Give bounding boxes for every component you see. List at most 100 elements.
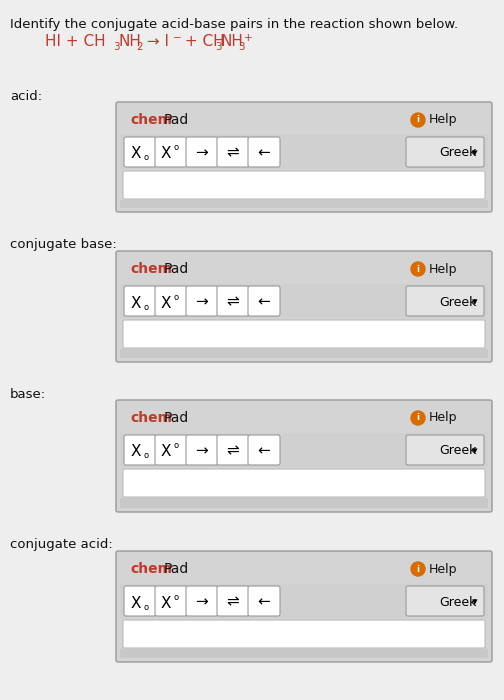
- FancyBboxPatch shape: [124, 286, 156, 316]
- FancyBboxPatch shape: [120, 105, 488, 135]
- Text: Help: Help: [429, 563, 458, 575]
- Text: conjugate base:: conjugate base:: [10, 238, 117, 251]
- FancyBboxPatch shape: [406, 586, 484, 616]
- Text: ▾: ▾: [472, 297, 478, 307]
- Text: o: o: [173, 144, 178, 153]
- Text: X: X: [161, 444, 171, 459]
- FancyBboxPatch shape: [155, 137, 187, 167]
- Circle shape: [411, 262, 425, 276]
- Text: o: o: [143, 302, 148, 312]
- FancyBboxPatch shape: [155, 286, 187, 316]
- FancyBboxPatch shape: [123, 171, 485, 199]
- FancyBboxPatch shape: [120, 254, 488, 284]
- Text: +: +: [244, 33, 253, 43]
- Text: 3: 3: [238, 42, 244, 52]
- Text: ←: ←: [258, 594, 270, 610]
- Text: X: X: [161, 596, 171, 610]
- FancyBboxPatch shape: [120, 135, 488, 169]
- Text: i: i: [416, 116, 419, 125]
- Text: 3: 3: [215, 42, 222, 52]
- FancyBboxPatch shape: [186, 286, 218, 316]
- Text: chem: chem: [130, 262, 172, 276]
- Text: 3: 3: [113, 42, 119, 52]
- Text: Greek: Greek: [439, 146, 476, 160]
- FancyBboxPatch shape: [120, 284, 488, 318]
- Text: conjugate acid:: conjugate acid:: [10, 538, 113, 551]
- Text: Greek: Greek: [439, 596, 476, 608]
- Text: Pad: Pad: [164, 113, 189, 127]
- Text: Help: Help: [429, 113, 458, 127]
- Text: ⇌: ⇌: [227, 146, 239, 160]
- FancyBboxPatch shape: [116, 400, 492, 512]
- Text: NH: NH: [221, 34, 244, 49]
- FancyBboxPatch shape: [155, 435, 187, 465]
- Text: X: X: [131, 146, 142, 162]
- Text: →: →: [196, 594, 208, 610]
- FancyBboxPatch shape: [248, 586, 280, 616]
- Text: ←: ←: [258, 146, 270, 160]
- Text: o: o: [143, 452, 148, 461]
- FancyBboxPatch shape: [116, 102, 492, 212]
- Text: −: −: [173, 33, 182, 43]
- Text: base:: base:: [10, 388, 46, 401]
- Text: chem: chem: [130, 411, 172, 425]
- Text: o: o: [173, 293, 178, 302]
- FancyBboxPatch shape: [120, 498, 488, 508]
- Text: Pad: Pad: [164, 562, 189, 576]
- Text: X: X: [161, 295, 171, 311]
- Circle shape: [411, 562, 425, 576]
- Text: →: →: [196, 146, 208, 160]
- Text: acid:: acid:: [10, 90, 42, 103]
- Text: i: i: [416, 564, 419, 573]
- FancyBboxPatch shape: [155, 586, 187, 616]
- FancyBboxPatch shape: [186, 586, 218, 616]
- Text: X: X: [131, 444, 142, 459]
- FancyBboxPatch shape: [186, 435, 218, 465]
- FancyBboxPatch shape: [123, 620, 485, 648]
- FancyBboxPatch shape: [217, 137, 249, 167]
- FancyBboxPatch shape: [116, 251, 492, 362]
- Text: Help: Help: [429, 412, 458, 424]
- Text: ▾: ▾: [472, 597, 478, 607]
- FancyBboxPatch shape: [217, 435, 249, 465]
- Text: →: →: [196, 295, 208, 309]
- Text: → I: → I: [142, 34, 169, 49]
- FancyBboxPatch shape: [217, 586, 249, 616]
- FancyBboxPatch shape: [120, 649, 488, 658]
- Text: o: o: [143, 153, 148, 162]
- Text: Greek: Greek: [439, 444, 476, 458]
- FancyBboxPatch shape: [406, 137, 484, 167]
- Text: i: i: [416, 265, 419, 274]
- Text: 2: 2: [136, 42, 143, 52]
- FancyBboxPatch shape: [248, 286, 280, 316]
- Text: ⇌: ⇌: [227, 295, 239, 309]
- FancyBboxPatch shape: [406, 435, 484, 465]
- Text: ←: ←: [258, 444, 270, 458]
- FancyBboxPatch shape: [120, 584, 488, 618]
- FancyBboxPatch shape: [120, 554, 488, 584]
- Text: chem: chem: [130, 562, 172, 576]
- Text: ▾: ▾: [472, 446, 478, 456]
- FancyBboxPatch shape: [124, 435, 156, 465]
- FancyBboxPatch shape: [120, 349, 488, 358]
- Text: o: o: [143, 603, 148, 612]
- FancyBboxPatch shape: [124, 586, 156, 616]
- Text: ⇌: ⇌: [227, 594, 239, 610]
- FancyBboxPatch shape: [120, 433, 488, 467]
- FancyBboxPatch shape: [406, 286, 484, 316]
- Text: i: i: [416, 414, 419, 423]
- FancyBboxPatch shape: [217, 286, 249, 316]
- Text: ⇌: ⇌: [227, 444, 239, 458]
- FancyBboxPatch shape: [123, 469, 485, 497]
- FancyBboxPatch shape: [124, 137, 156, 167]
- Text: o: o: [173, 442, 178, 451]
- FancyBboxPatch shape: [116, 551, 492, 662]
- Text: Identify the conjugate acid-base pairs in the reaction shown below.: Identify the conjugate acid-base pairs i…: [10, 18, 458, 31]
- Text: NH: NH: [119, 34, 142, 49]
- Text: Greek: Greek: [439, 295, 476, 309]
- FancyBboxPatch shape: [186, 137, 218, 167]
- FancyBboxPatch shape: [123, 320, 485, 348]
- Text: X: X: [131, 295, 142, 311]
- FancyBboxPatch shape: [120, 403, 488, 433]
- Text: →: →: [196, 444, 208, 458]
